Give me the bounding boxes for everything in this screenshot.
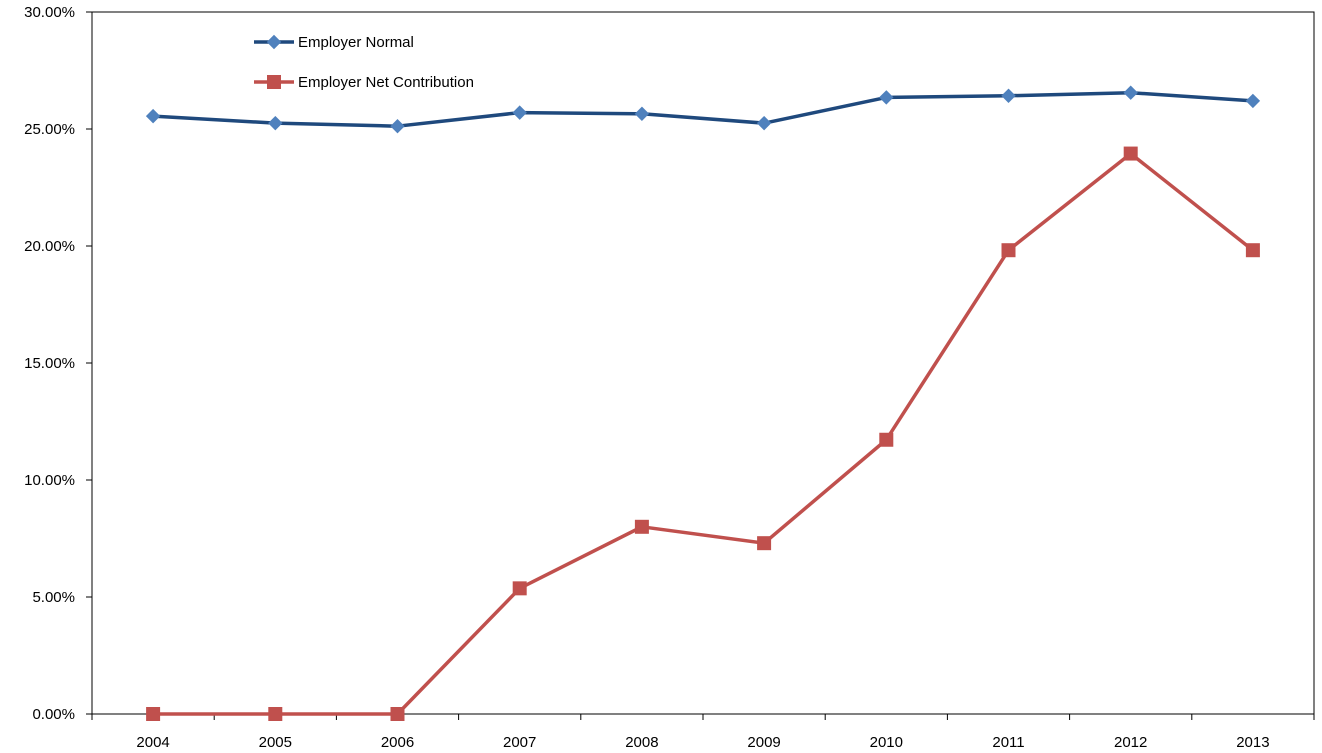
legend-swatch-marker xyxy=(266,34,282,50)
legend-label: Employer Net Contribution xyxy=(298,74,474,91)
data-point-employer-normal-marker xyxy=(268,115,283,131)
data-point-employer-normal-marker xyxy=(390,118,405,134)
x-tick-label: 2013 xyxy=(1236,734,1269,751)
y-tick-label: 25.00% xyxy=(24,121,75,138)
data-point-employer-normal-marker xyxy=(756,115,772,131)
x-tick-label: 2009 xyxy=(747,734,780,751)
data-point-employer-normal-marker xyxy=(634,106,650,121)
x-tick-label: 2011 xyxy=(992,734,1024,751)
legend-item-employer-net-contribution: Employer Net Contribution xyxy=(254,74,474,91)
data-point-employer-normal-marker xyxy=(145,108,161,124)
x-tick-label: 2006 xyxy=(381,734,414,751)
legend-item-employer-normal: Employer Normal xyxy=(254,34,414,51)
data-point-employer-net-contribution-marker xyxy=(146,707,161,721)
data-point-employer-normal-marker xyxy=(879,90,894,105)
series-line-employer-normal xyxy=(152,90,1254,128)
x-tick-label: 2005 xyxy=(259,734,292,751)
series-employer-net-contribution xyxy=(146,146,1260,721)
data-point-employer-net-contribution-marker xyxy=(1123,146,1138,161)
data-point-employer-net-contribution-marker xyxy=(1245,243,1260,258)
y-tick-label: 15.00% xyxy=(24,355,75,372)
y-tick-label: 30.00% xyxy=(24,4,75,21)
data-point-employer-net-contribution-marker xyxy=(757,536,772,551)
x-tick-label: 2012 xyxy=(1114,734,1147,751)
data-point-employer-net-contribution-marker xyxy=(879,432,894,447)
data-point-employer-net-contribution-marker xyxy=(512,581,527,596)
data-point-employer-normal-marker xyxy=(1123,85,1138,100)
x-tick-label: 2010 xyxy=(870,734,903,751)
series-employer-normal xyxy=(145,85,1261,134)
data-point-employer-normal-marker xyxy=(1245,93,1261,109)
y-tick-label: 10.00% xyxy=(24,472,75,489)
legend: Employer Normal Employer Net Contribution xyxy=(254,34,474,91)
series-layer xyxy=(145,85,1261,721)
plot-area xyxy=(91,11,1315,715)
data-point-employer-net-contribution-marker xyxy=(390,707,405,721)
data-point-employer-normal-marker xyxy=(512,105,527,120)
data-point-employer-normal-marker xyxy=(1001,88,1016,103)
data-point-employer-net-contribution-marker xyxy=(634,519,649,534)
x-tick-label: 2008 xyxy=(625,734,658,751)
data-point-employer-net-contribution-marker xyxy=(1001,243,1016,258)
x-axis: 2004 2005 2006 2007 2008 2009 2010 2011 2012 2013 xyxy=(91,714,1315,751)
series-line-employer-net-contribution xyxy=(153,151,1254,716)
data-point-employer-net-contribution-marker xyxy=(268,707,283,721)
y-axis: 0.00% 5.00% 10.00% 15.00% 20.00% 25.00% 30.00% xyxy=(24,4,92,723)
legend-label: Employer Normal xyxy=(298,34,414,51)
legend-swatch-marker xyxy=(267,75,281,89)
y-tick-label: 0.00% xyxy=(32,706,75,723)
y-tick-label: 5.00% xyxy=(32,589,75,606)
x-tick-label: 2004 xyxy=(136,734,169,751)
x-tick-label: 2007 xyxy=(503,734,536,751)
y-tick-label: 20.00% xyxy=(24,238,75,255)
